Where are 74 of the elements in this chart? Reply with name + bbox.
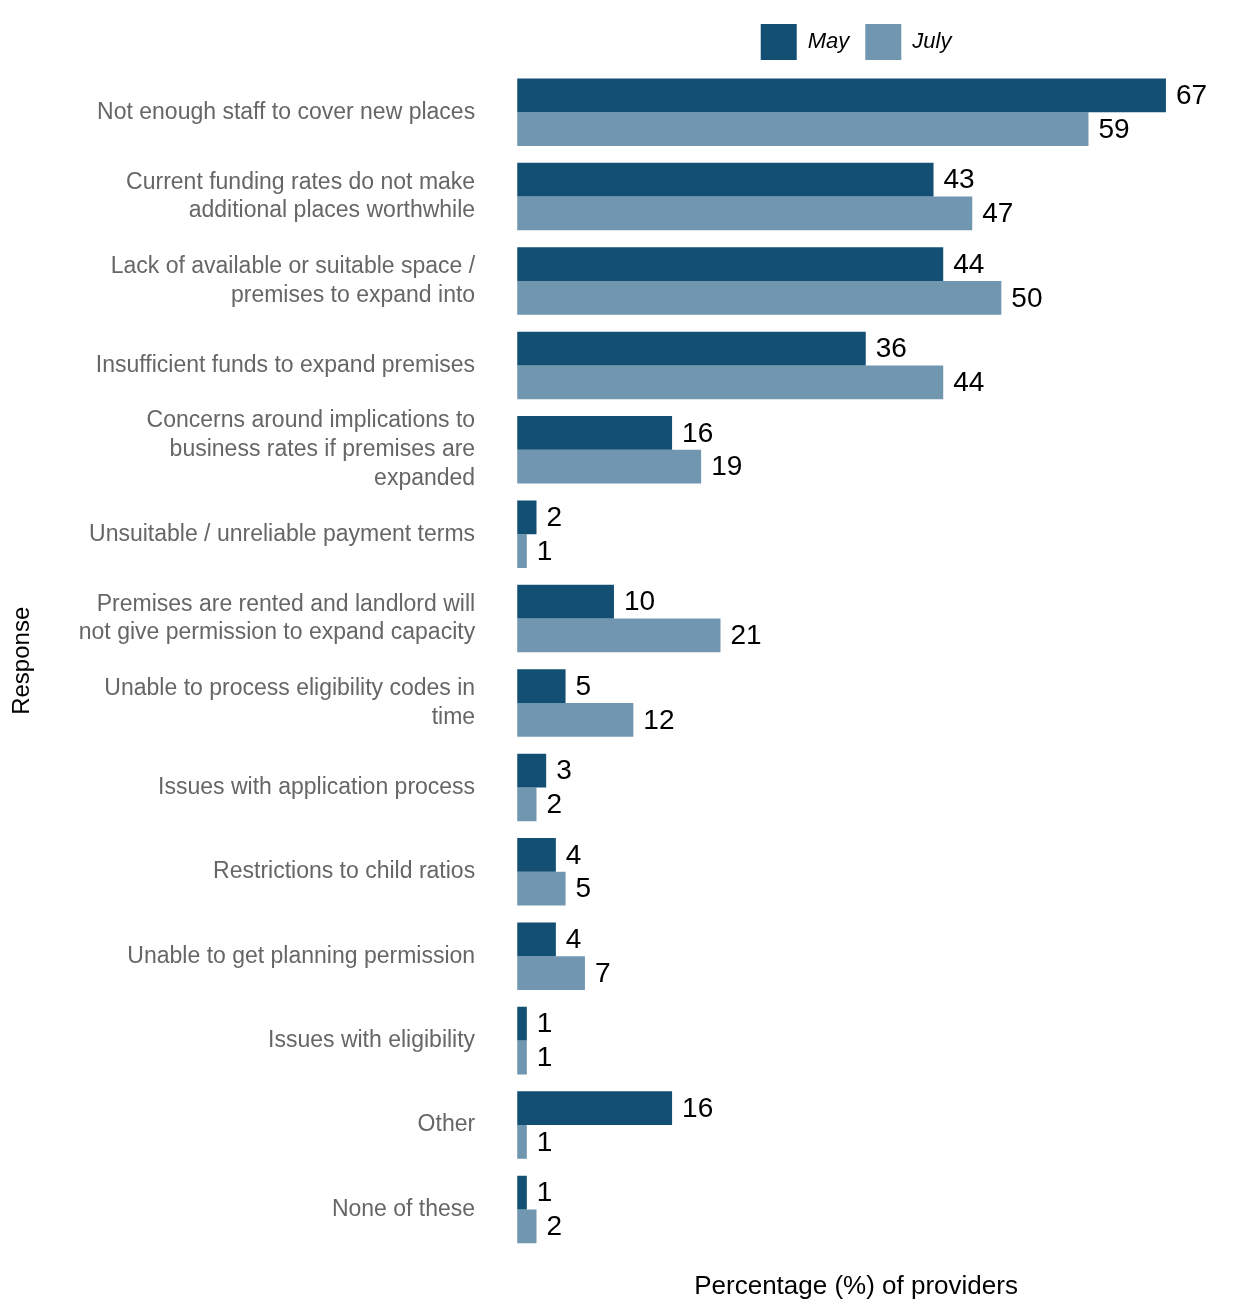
data-label: 5: [575, 669, 592, 701]
legend-label: May: [807, 28, 852, 54]
bar: [517, 1175, 527, 1210]
data-label: 59: [1098, 112, 1130, 144]
data-label: 1: [536, 1041, 553, 1073]
y-axis-title: Response: [7, 606, 35, 715]
y-tick-label: Premises are rented and landlord will not give permission to expand capacity: [78, 589, 476, 645]
y-tick-label: None of these: [331, 1194, 476, 1221]
data-label: 44: [953, 247, 985, 279]
bar: [517, 331, 866, 366]
data-label: 3: [556, 754, 572, 786]
bar: [517, 871, 566, 906]
bar: [517, 112, 1089, 146]
bar: [517, 534, 527, 568]
data-label: 16: [682, 1091, 714, 1123]
data-label: 21: [730, 619, 762, 651]
data-label: 16: [682, 416, 714, 448]
bar: [517, 1209, 537, 1244]
bar: [517, 753, 547, 788]
y-tick-label: Lack of available or suitable space / premises to expand into: [110, 251, 476, 307]
y-tick-label: Unable to process eligibility codes in time: [104, 673, 476, 729]
y-tick-label: Unable to get planning permission: [127, 941, 476, 968]
bar: [517, 365, 944, 400]
bar: [517, 449, 702, 484]
data-label: 1: [536, 1176, 553, 1208]
bar: [517, 922, 556, 957]
data-label: 1: [536, 1125, 553, 1157]
bar: [517, 838, 556, 872]
bar: [517, 416, 673, 450]
bar: [517, 196, 973, 231]
y-tick-label: Not enough staff to cover new places: [97, 97, 476, 124]
data-label: 50: [1011, 281, 1043, 313]
data-label: 4: [565, 838, 582, 870]
data-label: 36: [875, 332, 907, 364]
y-tick-label: Other: [417, 1110, 476, 1137]
y-tick-label: Current funding rates do not make additional places worthwhile: [126, 167, 476, 223]
bar: [517, 78, 1166, 113]
data-label: 1: [536, 1007, 553, 1039]
y-tick-label: Issues with application process: [158, 772, 476, 799]
bar: [517, 247, 944, 281]
data-label: 4: [565, 923, 582, 955]
bar: [517, 703, 634, 737]
data-label: 5: [575, 872, 592, 904]
bar: [517, 500, 537, 535]
bar: [517, 618, 721, 653]
bar: [517, 584, 614, 619]
data-label: 44: [953, 366, 985, 398]
bar: [517, 1091, 673, 1126]
data-label: 10: [623, 585, 656, 617]
y-tick-label: Restrictions to child ratios: [213, 857, 476, 884]
y-tick-label: Insufficient funds to expand premises: [95, 350, 476, 377]
bar: [517, 669, 566, 704]
data-label: 7: [594, 956, 611, 988]
bar: [517, 956, 585, 990]
bar: [517, 787, 537, 822]
bar: [517, 1006, 527, 1041]
data-label: 1: [536, 534, 553, 566]
y-tick-label: Unsuitable / unreliable payment terms: [89, 519, 476, 546]
y-tick-label: Issues with eligibility: [268, 1025, 476, 1052]
x-axis-title: Percentage (%) of providers: [694, 1270, 1018, 1301]
legend-label: July: [911, 28, 954, 54]
bar: [517, 162, 934, 197]
data-label: 67: [1175, 79, 1208, 111]
data-label: 2: [546, 501, 563, 533]
data-label: 12: [643, 703, 675, 735]
data-label: 19: [711, 450, 743, 482]
bar: [517, 1040, 527, 1075]
bar: [517, 1125, 527, 1159]
data-label: 2: [546, 788, 563, 820]
data-label: 2: [546, 1210, 563, 1242]
data-label: 47: [982, 197, 1014, 229]
y-tick-label: Concerns around implications to business rates if premises are expanded: [146, 406, 476, 490]
bar: [517, 281, 1002, 315]
data-label: 43: [943, 163, 975, 195]
